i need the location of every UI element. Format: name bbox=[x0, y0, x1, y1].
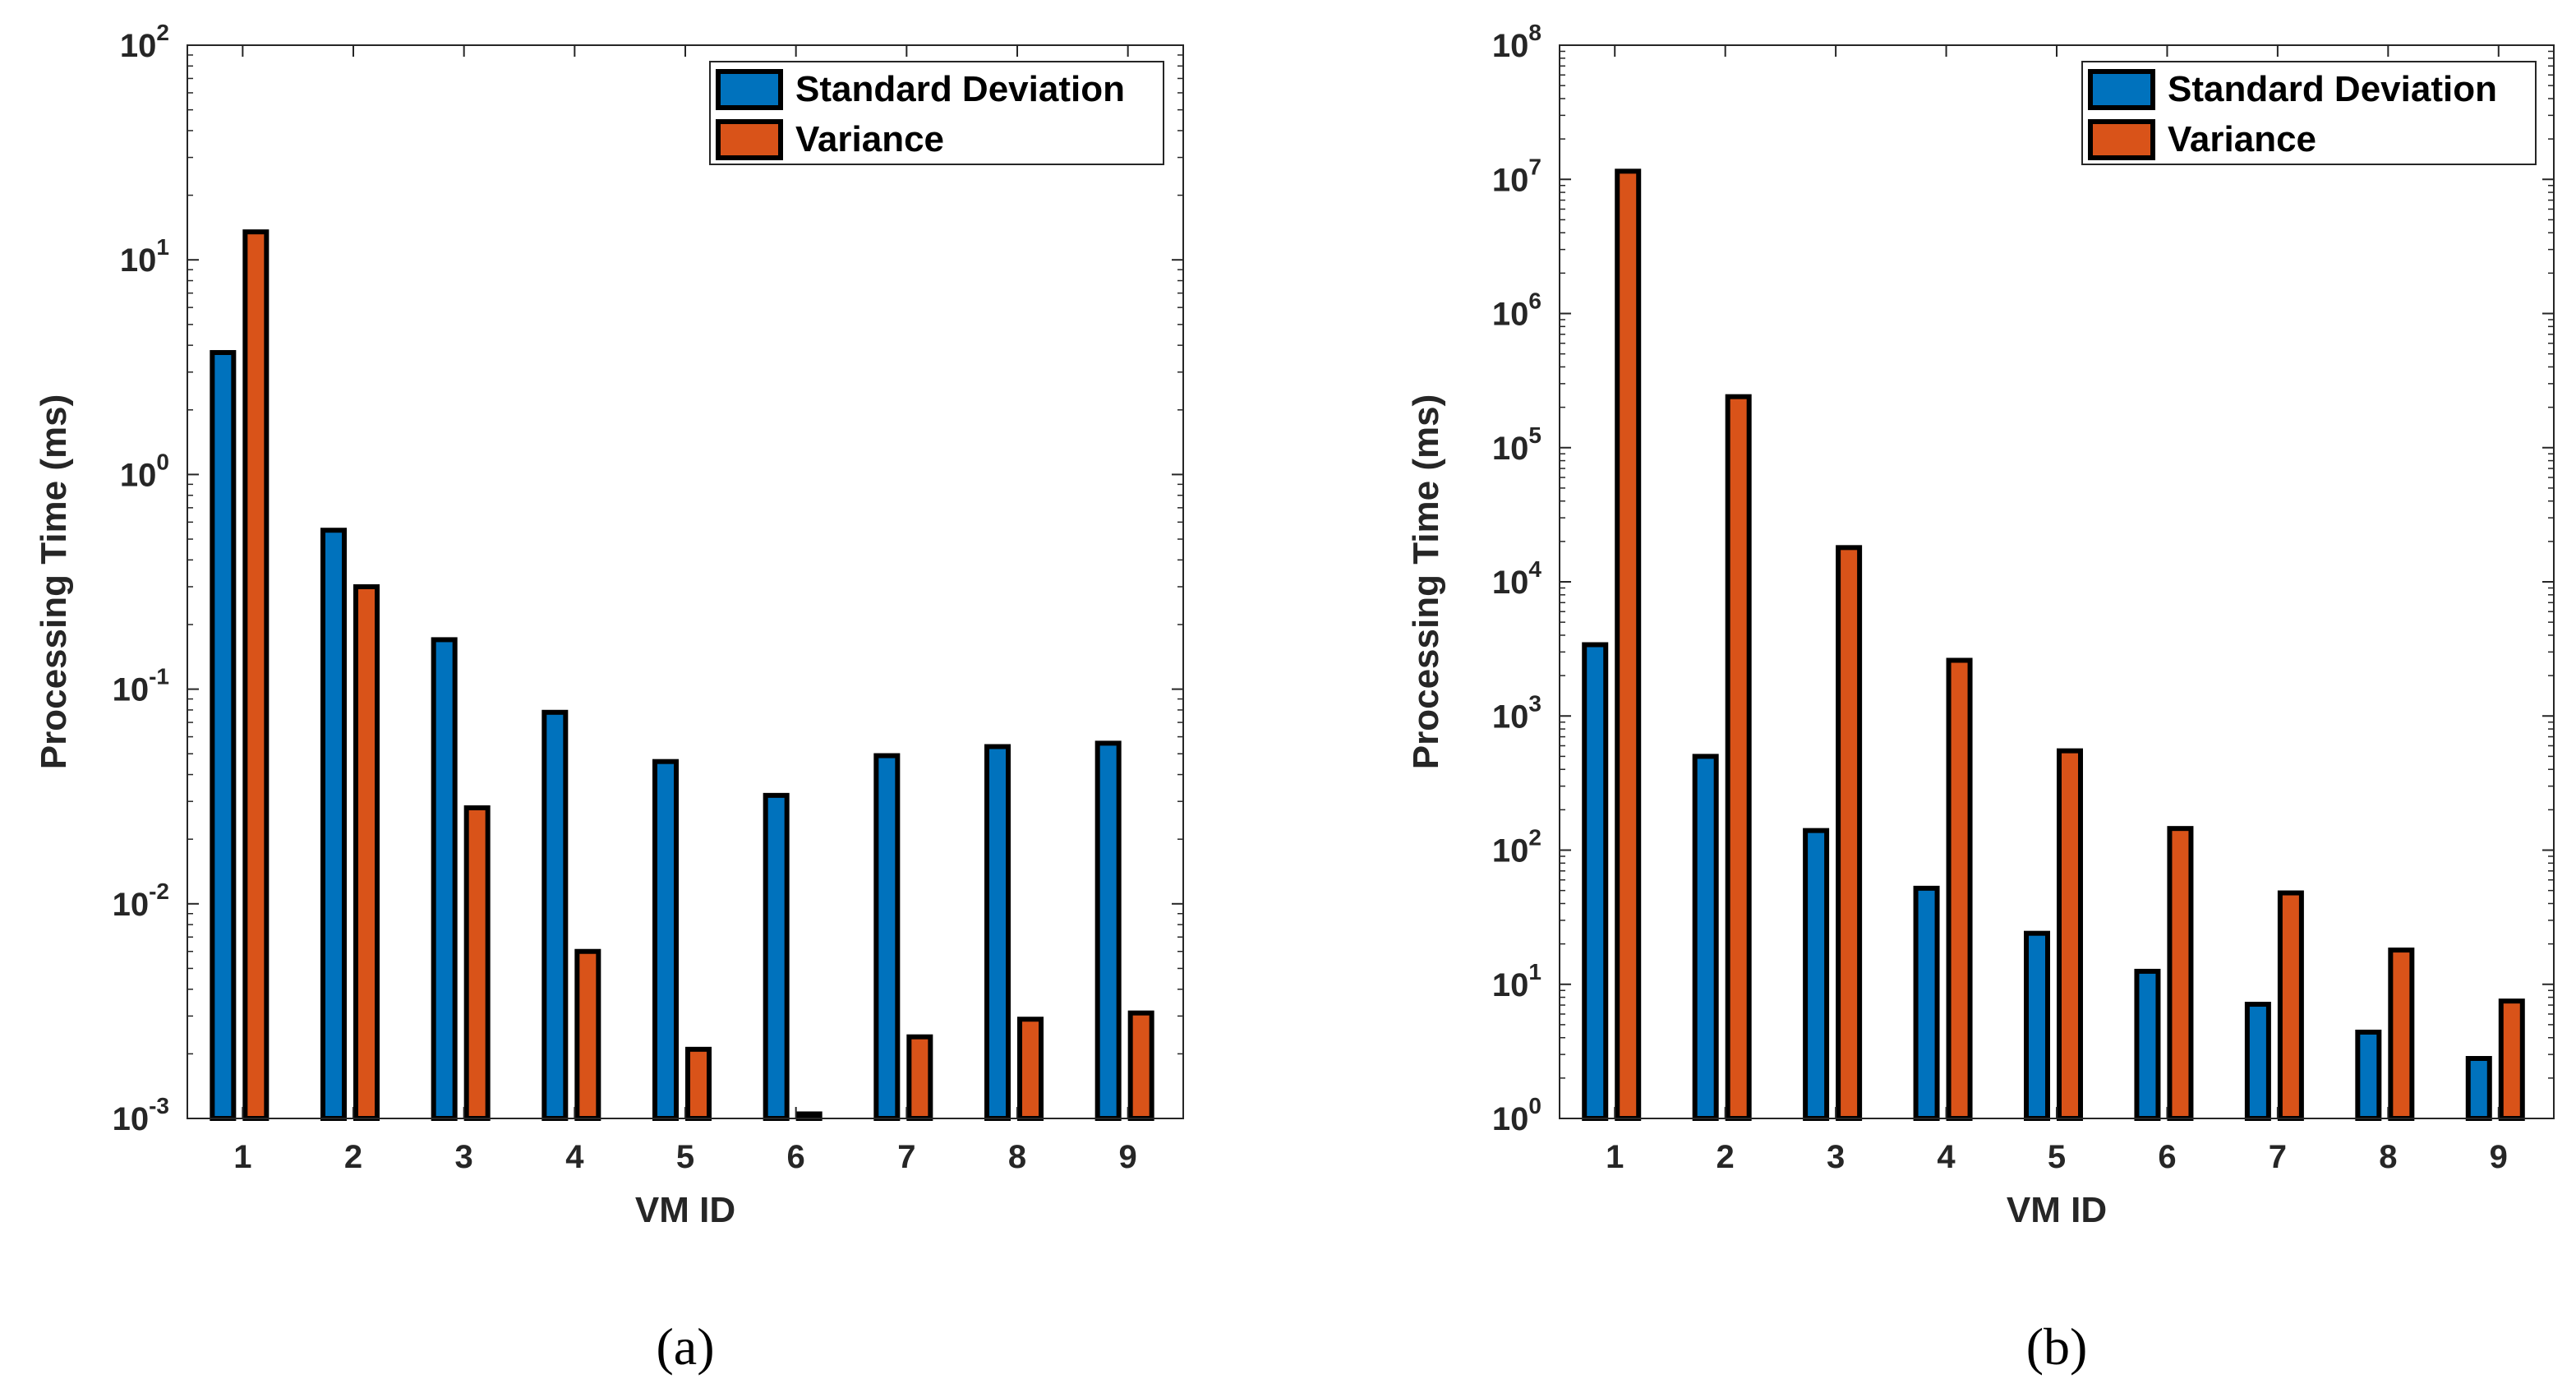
x-tick-label: 9 bbox=[1119, 1139, 1137, 1175]
bar-variance-vm8 bbox=[1017, 1017, 1044, 1122]
bar-std-dev-vm4 bbox=[541, 709, 569, 1122]
bar-variance-vm6 bbox=[2167, 826, 2194, 1121]
x-tick-label: 9 bbox=[2490, 1139, 2508, 1175]
bar-variance-vm9 bbox=[2498, 998, 2525, 1121]
x-tick-label: 5 bbox=[676, 1139, 694, 1175]
x-tick-label: 7 bbox=[897, 1139, 915, 1175]
bar-variance-vm1 bbox=[1615, 168, 1642, 1122]
y-tick-label: 104 bbox=[1492, 556, 1542, 601]
legend-box bbox=[709, 61, 1164, 165]
x-tick-label: 3 bbox=[1827, 1139, 1845, 1175]
y-tick-label: 106 bbox=[1492, 288, 1541, 333]
bar-std-dev-vm7 bbox=[2244, 1002, 2271, 1122]
bar-variance-vm2 bbox=[353, 583, 380, 1121]
bar-std-dev-vm1 bbox=[1582, 642, 1609, 1121]
x-tick-label: 7 bbox=[2269, 1139, 2287, 1175]
y-tick-label: 105 bbox=[1492, 422, 1541, 467]
legend: Standard Deviation Variance bbox=[2081, 61, 2537, 165]
y-tick-label: 10-3 bbox=[113, 1093, 169, 1137]
y-tick-label: 108 bbox=[1492, 20, 1541, 64]
y-tick-label: 10-2 bbox=[113, 878, 169, 923]
bar-std-dev-vm3 bbox=[1803, 828, 1830, 1121]
y-axis-title: Processing Time (ms) bbox=[1406, 394, 1446, 769]
chart-panel-1: 10-3 10-2 10-1 100 101 102 1 2 3 4 5 6 7 8 9 VM ID Proce… bbox=[34, 20, 1184, 1376]
bar-std-dev-vm8 bbox=[984, 744, 1011, 1122]
legend-label-std-dev: Standard Deviation bbox=[795, 69, 1125, 109]
bar-std-dev-vm4 bbox=[1913, 885, 1940, 1121]
x-tick-label: 8 bbox=[1008, 1139, 1026, 1175]
y-tick-label: 102 bbox=[120, 20, 169, 64]
bar-std-dev-vm5 bbox=[2024, 930, 2050, 1122]
x-tick-label: 4 bbox=[1937, 1139, 1956, 1175]
x-axis-title: VM ID bbox=[635, 1190, 735, 1230]
x-tick-label: 2 bbox=[1717, 1139, 1735, 1175]
bar-std-dev-vm9 bbox=[2465, 1056, 2492, 1122]
bar-variance-vm4 bbox=[1946, 657, 1973, 1121]
x-tick-label: 3 bbox=[455, 1139, 473, 1175]
bar-variance-vm1 bbox=[242, 229, 270, 1121]
bar-std-dev-vm7 bbox=[873, 753, 901, 1122]
panel-caption: (b) bbox=[2026, 1317, 2088, 1376]
legend-swatch-std-dev bbox=[2088, 69, 2155, 110]
y-axis-title: Processing Time (ms) bbox=[34, 394, 74, 769]
legend: Standard Deviation Variance bbox=[709, 61, 1164, 165]
y-tick-label: 103 bbox=[1492, 690, 1541, 735]
bar-variance-vm3 bbox=[463, 805, 491, 1121]
bar-std-dev-vm2 bbox=[320, 528, 347, 1121]
bar-std-dev-vm9 bbox=[1094, 740, 1122, 1121]
legend-box bbox=[2081, 61, 2537, 165]
bar-std-dev-vm6 bbox=[763, 792, 790, 1121]
bar-std-dev-vm8 bbox=[2355, 1029, 2382, 1121]
bar-variance-vm8 bbox=[2388, 948, 2415, 1122]
legend-label-variance: Variance bbox=[2168, 119, 2316, 159]
legend-swatch-variance bbox=[2088, 119, 2155, 160]
x-tick-label: 6 bbox=[787, 1139, 805, 1175]
bar-std-dev-vm6 bbox=[2134, 968, 2161, 1121]
x-tick-label: 1 bbox=[233, 1139, 251, 1175]
bar-variance-vm5 bbox=[2057, 748, 2083, 1121]
x-tick-label: 8 bbox=[2379, 1139, 2397, 1175]
legend-swatch-variance bbox=[716, 119, 783, 160]
x-tick-label: 6 bbox=[2158, 1139, 2176, 1175]
x-tick-label: 4 bbox=[565, 1139, 584, 1175]
bar-std-dev-vm2 bbox=[1692, 754, 1719, 1121]
y-tick-label: 100 bbox=[120, 449, 169, 493]
panel-caption: (a) bbox=[656, 1317, 714, 1376]
legend-label-variance: Variance bbox=[795, 119, 944, 159]
chart-panel-2: 100 101 102 103 104 105 106 107 108 1 2 3 4 5 6 7 8 9 VM I… bbox=[1406, 20, 2555, 1376]
y-tick-label: 100 bbox=[1492, 1093, 1541, 1137]
bar-variance-vm9 bbox=[1127, 1010, 1154, 1122]
y-tick-label: 101 bbox=[1492, 959, 1541, 1003]
legend-swatch-std-dev bbox=[716, 69, 783, 110]
bar-variance-vm7 bbox=[2277, 890, 2304, 1121]
bar-variance-vm2 bbox=[1725, 394, 1752, 1121]
bar-variance-vm4 bbox=[574, 948, 601, 1122]
y-tick-label: 101 bbox=[120, 234, 169, 279]
y-tick-label: 10-1 bbox=[113, 664, 169, 708]
x-tick-label: 5 bbox=[2048, 1139, 2066, 1175]
bar-std-dev-vm3 bbox=[431, 637, 458, 1121]
y-tick-label: 107 bbox=[1492, 154, 1541, 198]
x-axis-title: VM ID bbox=[2007, 1190, 2107, 1230]
bar-variance-vm7 bbox=[906, 1034, 933, 1122]
bar-std-dev-vm1 bbox=[210, 349, 237, 1121]
bar-std-dev-vm5 bbox=[652, 759, 679, 1122]
y-tick-label: 102 bbox=[1492, 825, 1541, 869]
bar-variance-vm5 bbox=[685, 1046, 712, 1121]
legend-label-std-dev: Standard Deviation bbox=[2168, 69, 2497, 109]
x-tick-label: 2 bbox=[344, 1139, 362, 1175]
x-tick-label: 1 bbox=[1606, 1139, 1624, 1175]
bar-variance-vm3 bbox=[1836, 545, 1863, 1121]
